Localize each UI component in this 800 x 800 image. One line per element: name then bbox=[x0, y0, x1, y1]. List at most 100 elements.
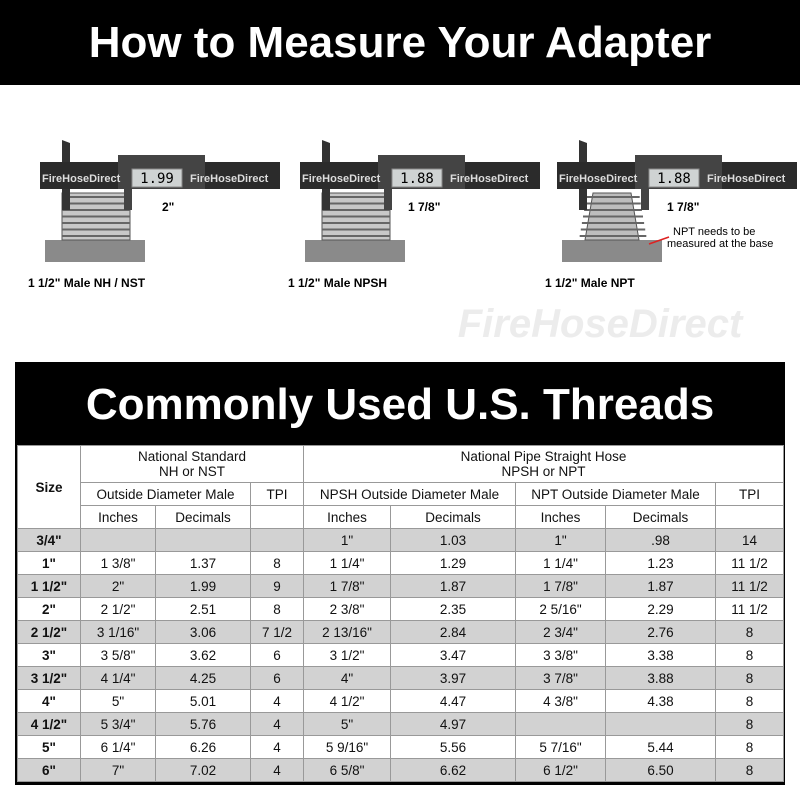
cell: 2" bbox=[80, 574, 156, 598]
unit-header: Decimals bbox=[605, 505, 716, 529]
note-arrow bbox=[648, 236, 670, 245]
cell: 11 1/2 bbox=[714, 551, 785, 575]
size-cell: 6" bbox=[17, 758, 81, 782]
data-row: 2 1/2" 3 1/16" 3.06 7 1/2 2 13/16" 2.84 2 3/4"… bbox=[17, 620, 785, 644]
display bbox=[648, 168, 700, 188]
cell: 4 bbox=[250, 758, 304, 782]
cell bbox=[250, 528, 304, 552]
subheader: TPI bbox=[714, 482, 785, 506]
base-plate bbox=[562, 240, 662, 262]
cell: 5 7/16" bbox=[515, 735, 606, 759]
size-cell: 4 1/2" bbox=[17, 712, 81, 736]
unit-header bbox=[250, 505, 304, 529]
cell: 2 13/16" bbox=[303, 620, 391, 644]
cell: 3 1/16" bbox=[80, 620, 156, 644]
header-row: Size National Standard NH or NST Nationa… bbox=[17, 445, 785, 529]
data-row: 4 1/2" 5 3/4" 5.76 4 5" 4.97 8 bbox=[17, 712, 785, 736]
group-header: National Standard NH or NST bbox=[80, 445, 304, 483]
cell: 6.62 bbox=[390, 758, 516, 782]
subheader: NPSH Outside Diameter Male bbox=[303, 482, 516, 506]
display bbox=[391, 168, 443, 188]
cell: 4 bbox=[250, 735, 304, 759]
cell: 2.84 bbox=[390, 620, 516, 644]
cell: 1.37 bbox=[155, 551, 251, 575]
beam-watermark: FireHoseDirect bbox=[42, 173, 121, 185]
cell: 8 bbox=[714, 666, 785, 690]
size-cell: 2" bbox=[17, 597, 81, 621]
cell: 11 1/2 bbox=[714, 574, 785, 598]
unit-header: Decimals bbox=[390, 505, 516, 529]
adapter-label: 1 1/2" Male NPT bbox=[545, 276, 635, 290]
dimension: 1 7/8" bbox=[667, 200, 699, 214]
cell bbox=[155, 528, 251, 552]
size-cell: 5" bbox=[17, 735, 81, 759]
header-title: How to Measure Your Adapter bbox=[0, 0, 800, 85]
cell: 6.26 bbox=[155, 735, 251, 759]
cell: 1" bbox=[303, 528, 391, 552]
cell: 1 1/4" bbox=[303, 551, 391, 575]
cell: 2.51 bbox=[155, 597, 251, 621]
cell: 4 bbox=[250, 689, 304, 713]
beam-watermark: FireHoseDirect bbox=[707, 173, 786, 185]
subheader: TPI bbox=[250, 482, 304, 506]
cell: 2.29 bbox=[605, 597, 716, 621]
data-row: 2" 2 1/2" 2.51 8 2 3/8" 2.35 2 5/16" 2.29 11 1/2 bbox=[17, 597, 785, 621]
cell: 8 bbox=[714, 735, 785, 759]
reading: 1.88 bbox=[657, 171, 691, 187]
cell: 5.44 bbox=[605, 735, 716, 759]
adapter-label: 1 1/2" Male NPSH bbox=[288, 276, 387, 290]
data-row: 1" 1 3/8" 1.37 8 1 1/4" 1.29 1 1/4" 1.23 11 1/2 bbox=[17, 551, 785, 575]
cell: 1.87 bbox=[605, 574, 716, 598]
cell: 1.29 bbox=[390, 551, 516, 575]
base-plate bbox=[305, 240, 405, 262]
cell: 4 3/8" bbox=[515, 689, 606, 713]
cell: 4.25 bbox=[155, 666, 251, 690]
subheader: Outside Diameter Male bbox=[80, 482, 251, 506]
thread-table: Size National Standard NH or NST Nationa… bbox=[17, 445, 785, 782]
cell: 1 1/4" bbox=[515, 551, 606, 575]
cell: 6 bbox=[250, 666, 304, 690]
cell: 8 bbox=[250, 551, 304, 575]
size-header: Size bbox=[17, 445, 81, 529]
caliper: 1.88 FireHoseDirect FireHoseDirect 1 7/8" 1 … bbox=[288, 140, 540, 290]
cell: 4.38 bbox=[605, 689, 716, 713]
caliper: 1.99 FireHoseDirect FireHoseDirect 2" 1 1/2"… bbox=[28, 140, 280, 290]
cell: .98 bbox=[605, 528, 716, 552]
data-row: 3" 3 5/8" 3.62 6 3 1/2" 3.47 3 3/8" 3.38 8 bbox=[17, 643, 785, 667]
base-plate bbox=[45, 240, 145, 262]
cell: 4 1/4" bbox=[80, 666, 156, 690]
cell: 1.03 bbox=[390, 528, 516, 552]
cell: 5.76 bbox=[155, 712, 251, 736]
cell: 4.47 bbox=[390, 689, 516, 713]
size-cell: 4" bbox=[17, 689, 81, 713]
cell: 4 1/2" bbox=[303, 689, 391, 713]
cell: 7.02 bbox=[155, 758, 251, 782]
cell: 2.35 bbox=[390, 597, 516, 621]
cell: 1.99 bbox=[155, 574, 251, 598]
group-header: National Pipe Straight Hose NPSH or NPT bbox=[302, 445, 785, 483]
units-row: Inches Decimals Inches Decimals Inches Decima… bbox=[18, 505, 785, 529]
cell: 3 1/2" bbox=[303, 643, 391, 667]
reading: 1.99 bbox=[140, 171, 174, 187]
cell: 2 5/16" bbox=[515, 597, 606, 621]
dimension: 1 7/8" bbox=[408, 200, 440, 214]
size-cell: 2 1/2" bbox=[17, 620, 81, 644]
unit-header: Decimals bbox=[155, 505, 251, 529]
cell: 3 5/8" bbox=[80, 643, 156, 667]
cell: 6 1/2" bbox=[515, 758, 606, 782]
cell bbox=[80, 528, 156, 552]
cell: 11 1/2 bbox=[714, 597, 785, 621]
unit-header: Inches bbox=[80, 505, 156, 529]
cell: 1 7/8" bbox=[515, 574, 606, 598]
cell: 6.50 bbox=[605, 758, 716, 782]
data-row: 4" 5" 5.01 4 4 1/2" 4.47 4 3/8" 4.38 8 bbox=[17, 689, 785, 713]
cell: 3.38 bbox=[605, 643, 716, 667]
cell: 6 1/4" bbox=[80, 735, 156, 759]
cell bbox=[515, 712, 606, 736]
cell: 4" bbox=[303, 666, 391, 690]
cell: 3.97 bbox=[390, 666, 516, 690]
unit-header: Inches bbox=[303, 505, 391, 529]
dimension: 2" bbox=[162, 200, 174, 214]
cell: 2.76 bbox=[605, 620, 716, 644]
thread-table-box: Commonly Used U.S. Threads Size National… bbox=[15, 362, 785, 785]
